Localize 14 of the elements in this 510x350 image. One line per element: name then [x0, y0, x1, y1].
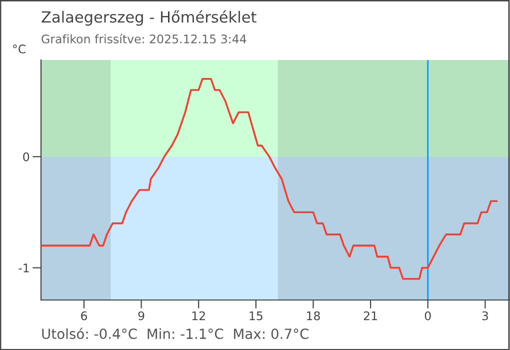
- y-axis-title: °C: [13, 44, 26, 54]
- chart-subtitle: Grafikon frissítve: 2025.12.15 3:44: [42, 34, 246, 44]
- x-tick-label: 21: [364, 311, 377, 320]
- y-tick-label: -1: [18, 264, 29, 272]
- x-tick-label: 9: [138, 311, 144, 320]
- x-tick-label: 0: [424, 311, 431, 320]
- chart-title: Zalaegerszeg - Hőmérséklet: [42, 10, 256, 26]
- x-tick-label: 18: [307, 311, 320, 320]
- line-series: [41, 78, 498, 280]
- text: Utolsó: -0.4°C Min: -1.1°C Max: 0.7°C: [42, 328, 308, 340]
- x-tick-label: 6: [81, 311, 87, 320]
- x-tick-label: 3: [482, 311, 488, 320]
- x-tick-label: 15: [250, 311, 262, 320]
- x-tick-label: 12: [192, 311, 205, 320]
